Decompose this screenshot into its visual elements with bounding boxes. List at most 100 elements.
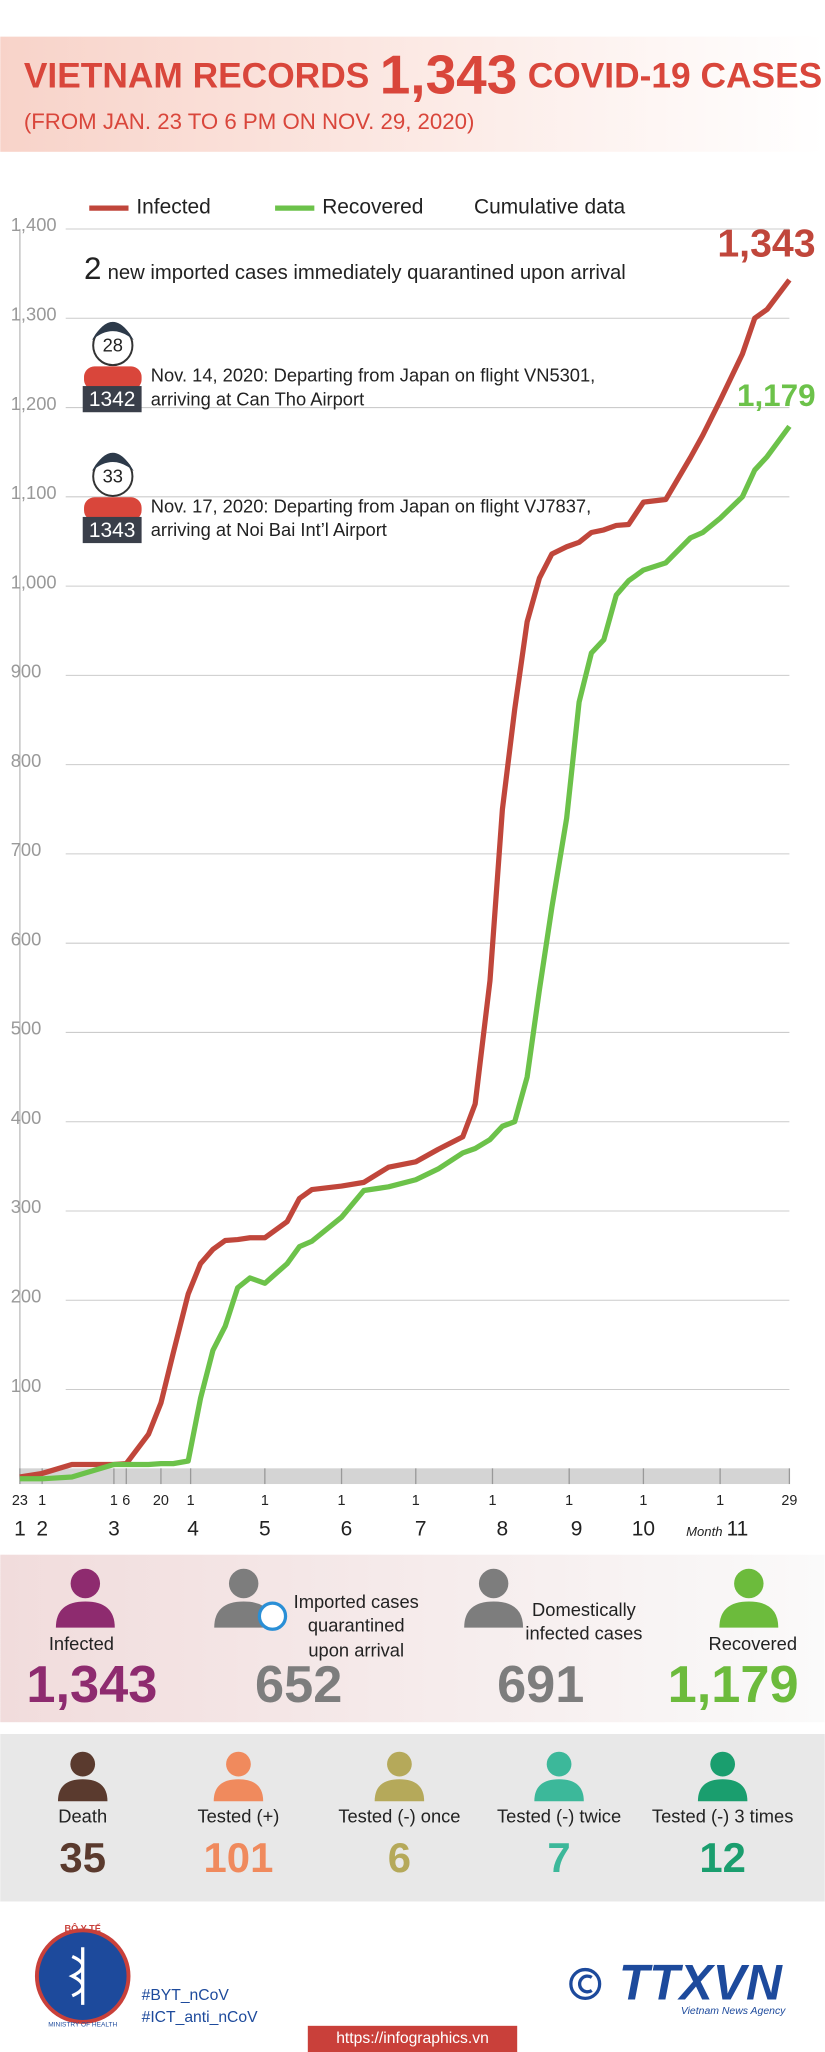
person-head — [387, 1751, 412, 1777]
header-bg — [0, 36, 825, 152]
person-body — [697, 1779, 748, 1802]
month-label: 6 — [341, 1517, 353, 1540]
series-line — [19, 278, 792, 1480]
y-tick-label: 500 — [11, 1018, 42, 1039]
url: https://infographics.vn — [336, 2030, 489, 2047]
case-number: 1342 — [89, 388, 136, 411]
month-label: 8 — [497, 1517, 509, 1540]
y-tick-label: 700 — [11, 839, 42, 860]
stat-label: Recovered — [708, 1633, 797, 1654]
stats-bg-2 — [0, 1733, 825, 1902]
person-body — [464, 1601, 524, 1628]
stat-value: 691 — [497, 1656, 584, 1714]
x-tick-label: 1 — [187, 1493, 195, 1509]
subtitle: (FROM JAN. 23 TO 6 PM ON NOV. 29, 2020) — [24, 109, 475, 134]
x-tick-label: 20 — [153, 1493, 169, 1509]
logo-bottom: MINISTRY OF HEALTH — [48, 2021, 117, 2028]
person-head — [226, 1751, 251, 1777]
stat-label: upon arrival — [308, 1639, 404, 1660]
legend-label: Infected — [136, 196, 210, 219]
globe-icon — [257, 1601, 288, 1631]
patient-number: 33 — [103, 466, 123, 487]
month-label: 2 — [36, 1517, 48, 1540]
stat-label: Tested (-) twice — [497, 1806, 621, 1827]
month-label: 4 — [187, 1517, 199, 1540]
hashtag: #ICT_anti_nCoV — [142, 2009, 259, 2026]
copyright-c — [578, 1974, 593, 1994]
stat-label: Imported cases — [294, 1591, 419, 1612]
person-body — [719, 1601, 779, 1628]
title-number: 1,343 — [380, 43, 518, 105]
x-axis-band — [19, 1468, 790, 1485]
y-tick-label: 1,200 — [11, 393, 57, 414]
y-tick-label: 400 — [11, 1107, 42, 1128]
case-text: arriving at Can Tho Airport — [151, 388, 364, 409]
data-label: 1,343 — [717, 221, 815, 265]
month-label: 3 — [108, 1517, 120, 1540]
person-body — [374, 1779, 425, 1802]
series-line — [19, 424, 792, 1482]
avatar-hair — [91, 452, 134, 472]
person-head — [228, 1568, 259, 1599]
stat-label: Tested (-) 3 times — [652, 1806, 793, 1827]
x-tick-label: 29 — [781, 1493, 797, 1509]
note-count: 2 — [84, 251, 101, 286]
y-tick-label: 100 — [11, 1375, 42, 1396]
stat-label: Death — [58, 1806, 107, 1827]
case-text: Nov. 17, 2020: Departing from Japan on f… — [151, 496, 591, 517]
legend-note: Cumulative data — [474, 196, 626, 219]
person-head — [478, 1568, 509, 1599]
y-tick-label: 600 — [11, 928, 42, 949]
x-tick-label: 1 — [716, 1493, 724, 1509]
month-label: 1 — [14, 1517, 26, 1540]
stat-label: infected cases — [525, 1622, 642, 1643]
case-text: Nov. 14, 2020: Departing from Japan on f… — [151, 365, 596, 386]
x-tick-label: 1 — [38, 1493, 46, 1509]
person-head — [546, 1751, 572, 1777]
x-tick-label: 1 — [565, 1493, 573, 1509]
month-label: 10 — [632, 1517, 655, 1540]
case-number: 1343 — [89, 519, 136, 542]
y-tick-label: 200 — [11, 1285, 42, 1306]
person-head — [734, 1568, 764, 1599]
stat-value: 6 — [388, 1834, 411, 1881]
agency-sub: Vietnam News Agency — [681, 2006, 786, 2017]
stat-label: Infected — [49, 1633, 114, 1654]
person-body — [57, 1779, 108, 1802]
y-tick-label: 900 — [11, 661, 42, 682]
note-text: new imported cases immediately quarantin… — [108, 262, 626, 284]
stat-label: Tested (+) — [197, 1806, 279, 1827]
copyright-icon — [569, 1967, 602, 2000]
stat-value: 101 — [204, 1834, 274, 1881]
case-box — [82, 386, 142, 413]
x-tick-label: 6 — [122, 1493, 130, 1509]
person-head — [70, 1568, 101, 1599]
person-head — [710, 1751, 736, 1777]
person-body — [55, 1601, 115, 1628]
avatar-body — [84, 366, 142, 390]
stat-value: 652 — [255, 1656, 342, 1714]
x-tick-label: 1 — [261, 1493, 269, 1509]
stat-value: 1,179 — [668, 1656, 799, 1714]
y-tick-label: 300 — [11, 1196, 42, 1217]
legend-label: Recovered — [322, 196, 423, 219]
logo-top: BỘ Y TẾ — [65, 1922, 101, 1933]
x-tick-label: 1 — [639, 1493, 647, 1509]
logo-staff — [68, 1947, 85, 2005]
y-tick-label: 1,000 — [11, 571, 57, 592]
x-tick-label: 1 — [338, 1493, 346, 1509]
x-tick-label: 1 — [110, 1493, 118, 1509]
person-body — [213, 1779, 264, 1802]
y-tick-label: 1,100 — [11, 482, 57, 503]
stat-value: 1,343 — [26, 1656, 157, 1714]
y-tick-label: 1,300 — [11, 304, 57, 325]
month-label: 5 — [259, 1517, 271, 1540]
y-tick-label: 1,400 — [11, 214, 57, 235]
title-end: COVID-19 CASES — [528, 57, 822, 96]
x-tick-label: 1 — [488, 1493, 496, 1509]
title-start: VIETNAM RECORDS — [24, 57, 369, 96]
avatar-body — [84, 497, 142, 521]
case-box — [82, 516, 142, 544]
stats-bg-1 — [0, 1554, 825, 1723]
